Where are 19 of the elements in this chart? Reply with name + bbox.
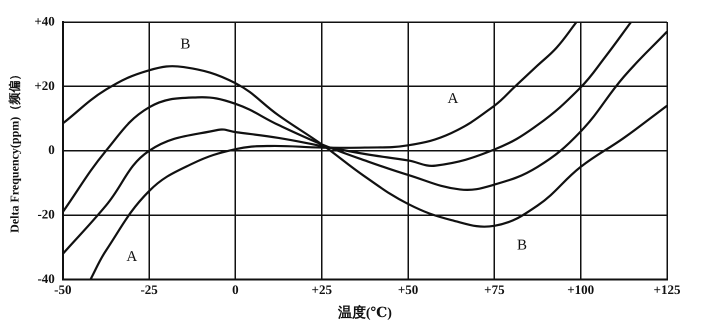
y-tick-label: -20 [37, 206, 55, 222]
annotation: A [448, 91, 459, 108]
annotation: B [516, 238, 527, 254]
y-tick-label: +40 [34, 13, 55, 28]
x-tick-label: +125 [654, 282, 681, 297]
y-tick-label: +20 [34, 78, 55, 93]
x-tick-label: +25 [312, 282, 332, 297]
x-tick-label: +100 [567, 282, 594, 297]
annotation: B [180, 36, 190, 52]
x-axis-title: 温度(℃) [336, 304, 392, 322]
y-axis-title: Delta Frequency(ppm)（频偏） [7, 68, 22, 233]
y-tick-label: 0 [48, 142, 55, 158]
x-tick-label: -25 [140, 282, 158, 297]
x-tick-label: +75 [484, 282, 506, 297]
x-tick-label: 0 [232, 282, 239, 297]
annotation: A [126, 248, 138, 265]
x-tick-label: +50 [398, 282, 418, 297]
y-tick-label: -40 [37, 270, 55, 286]
x-tick-label: -50 [54, 282, 72, 297]
